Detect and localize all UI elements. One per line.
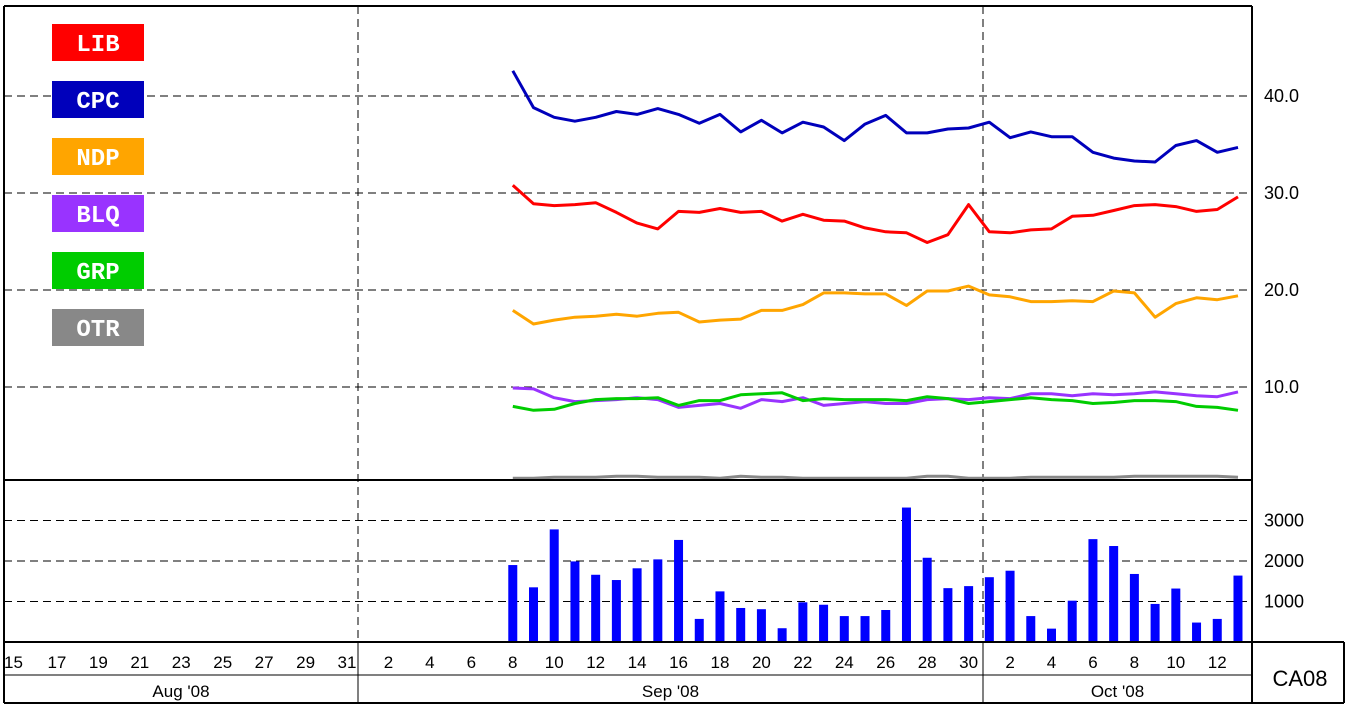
day-tick-label: 8 (508, 653, 517, 672)
day-tick-label: 15 (4, 653, 23, 672)
day-tick-label: 20 (752, 653, 771, 672)
legend-swatch-blq (52, 195, 144, 232)
day-tick-label: 19 (89, 653, 108, 672)
sample-size-bar (1067, 600, 1077, 642)
day-tick-label: 31 (338, 653, 357, 672)
sample-size-bar (632, 568, 642, 642)
day-tick-label: 27 (255, 653, 274, 672)
sample-size-bar (964, 586, 974, 642)
sample-size-bar (1047, 628, 1056, 642)
day-tick-label: 28 (918, 653, 937, 672)
legend-swatch-lib (52, 24, 144, 61)
sample-size-bar (819, 604, 829, 642)
sample-size-bar (736, 607, 746, 642)
day-tick-label: 10 (545, 653, 564, 672)
series-line-otr (512, 474, 1239, 480)
corner-label: CA08 (1272, 666, 1327, 691)
legend-label-grp: GRP (76, 260, 119, 287)
day-tick-label: 6 (1088, 653, 1097, 672)
sample-size-bar (715, 591, 725, 642)
sample-size-bar (549, 529, 559, 642)
y-tick-label-bar: 1000 (1264, 592, 1304, 612)
day-tick-label: 14 (628, 653, 647, 672)
day-tick-label: 10 (1166, 653, 1185, 672)
y-tick-label-main: 10.0 (1264, 377, 1299, 397)
y-tick-label-bar: 3000 (1264, 511, 1304, 531)
day-tick-label: 2 (1005, 653, 1014, 672)
sample-size-bar (694, 618, 704, 642)
day-tick-label: 4 (1047, 653, 1056, 672)
y-tick-label-main: 30.0 (1264, 183, 1299, 203)
sample-size-bar (1088, 539, 1098, 642)
series-line-ndp (511, 284, 1239, 326)
legend-label-cpc: CPC (76, 89, 119, 116)
sample-size-bar (881, 610, 891, 642)
sample-size-bar (653, 559, 663, 642)
sample-size-bar (1192, 622, 1202, 642)
sample-size-bar (570, 561, 580, 642)
day-tick-label: 4 (425, 653, 434, 672)
day-tick-label: 17 (47, 653, 66, 672)
sample-size-bar (943, 588, 953, 642)
sample-size-bar (1233, 575, 1243, 642)
sample-size-bar (1026, 616, 1036, 642)
sample-size-bar (756, 609, 766, 642)
sample-size-bar (777, 628, 787, 642)
sample-size-bar (1005, 570, 1015, 642)
legend-label-ndp: NDP (76, 146, 119, 173)
legend-label-otr: OTR (76, 317, 120, 344)
month-label: Oct '08 (1091, 682, 1144, 701)
sample-size-bar (529, 587, 538, 642)
day-tick-label: 8 (1130, 653, 1139, 672)
day-tick-label: 18 (711, 653, 730, 672)
series-line-cpc (511, 70, 1239, 164)
day-tick-label: 12 (586, 653, 605, 672)
sample-size-bar (984, 577, 994, 642)
y-tick-label-bar: 2000 (1264, 551, 1304, 571)
sample-size-bar (860, 616, 870, 642)
day-tick-label: 30 (959, 653, 978, 672)
day-tick-label: 12 (1208, 653, 1227, 672)
y-tick-label-main: 40.0 (1264, 86, 1299, 106)
day-tick-label: 25 (213, 653, 232, 672)
sample-size-bar (508, 565, 518, 642)
sample-size-bar (901, 507, 911, 642)
day-tick-label: 29 (296, 653, 315, 672)
sample-size-bar (798, 602, 808, 642)
sample-size-bar (1150, 603, 1160, 642)
month-label: Sep '08 (642, 682, 699, 701)
day-tick-label: 16 (669, 653, 688, 672)
sample-size-bar (922, 557, 932, 642)
sample-size-bar (591, 574, 601, 642)
day-tick-label: 6 (467, 653, 476, 672)
legend-swatch-otr (52, 309, 144, 346)
series-line-grp (512, 391, 1239, 412)
day-tick-label: 26 (876, 653, 895, 672)
legend-label-blq: BLQ (76, 203, 119, 230)
y-tick-label-main: 20.0 (1264, 280, 1299, 300)
legend-label-lib: LIB (76, 32, 119, 59)
day-tick-label: 2 (384, 653, 393, 672)
month-label: Aug '08 (152, 682, 209, 701)
day-tick-label: 24 (835, 653, 854, 672)
sample-size-bar (1212, 618, 1222, 642)
sample-size-bar (611, 580, 621, 642)
sample-size-bar (839, 616, 849, 642)
day-tick-label: 23 (172, 653, 191, 672)
legend-swatch-ndp (52, 138, 144, 175)
series-line-lib (511, 184, 1239, 244)
sample-size-bar (674, 539, 684, 642)
sample-size-bar (1109, 546, 1119, 642)
legend-swatch-cpc (52, 81, 144, 118)
sample-size-bar (1171, 588, 1181, 642)
sample-size-bar (1129, 573, 1139, 642)
legend-swatch-grp (52, 252, 144, 289)
day-tick-label: 21 (130, 653, 149, 672)
day-tick-label: 22 (793, 653, 812, 672)
